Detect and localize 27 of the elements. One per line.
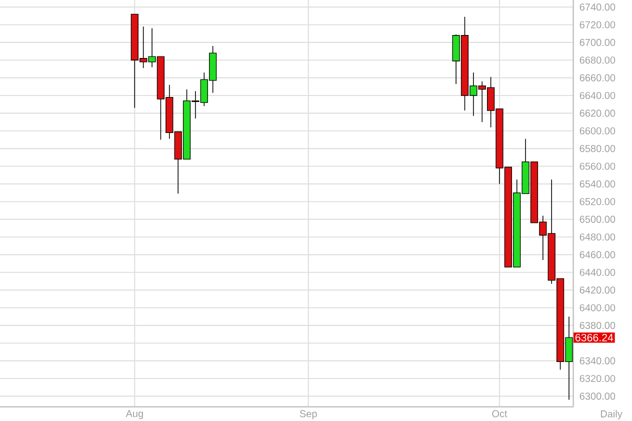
- y-tick-label: 6440.00: [580, 268, 616, 276]
- y-tick-label: 6400.00: [580, 304, 616, 312]
- y-tick-label: 6680.00: [580, 56, 616, 64]
- x-tick-label: Sep: [300, 410, 317, 420]
- y-tick-label: 6460.00: [580, 251, 616, 258]
- y-tick-label: 6420.00: [580, 286, 616, 294]
- y-tick-label: 6560.00: [580, 162, 616, 170]
- y-tick-label: 6500.00: [580, 216, 616, 223]
- y-tick-label: 6600.00: [580, 127, 616, 134]
- x-tick-label: Oct: [492, 410, 508, 418]
- y-tick-label: 6660.00: [580, 74, 616, 82]
- y-tick-label: 6320.00: [580, 374, 616, 382]
- y-tick-label: 6720.00: [580, 21, 616, 28]
- text: Daily: [600, 410, 622, 420]
- y-tick-label: 6480.00: [580, 233, 616, 241]
- y-tick-label: 6340.00: [580, 357, 616, 364]
- y-tick-label: 6540.00: [580, 180, 616, 188]
- y-tick-label: 6640.00: [580, 92, 616, 100]
- y-tick-label: 6520.00: [580, 198, 616, 206]
- y-tick-label: 6700.00: [580, 38, 616, 46]
- y-tick-label: 6620.00: [580, 110, 616, 117]
- text: 6366.24: [575, 334, 614, 342]
- y-tick-label: 6380.00: [580, 322, 616, 329]
- y-tick-label: 6300.00: [580, 392, 616, 400]
- x-tick-label: Aug: [126, 410, 143, 420]
- y-tick-label: 6740.00: [580, 4, 616, 11]
- y-tick-label: 6580.00: [580, 145, 616, 152]
